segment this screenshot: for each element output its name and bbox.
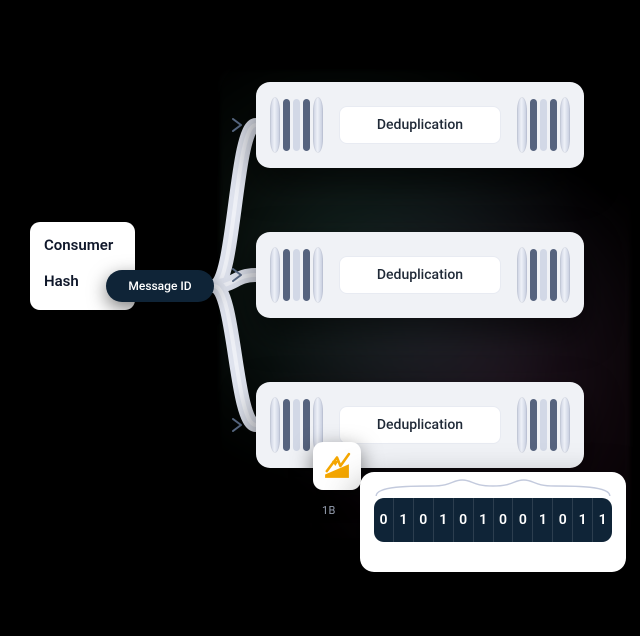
bit-cell: 1 <box>434 498 454 542</box>
dedup-label: Deduplication <box>339 406 501 444</box>
dedup-node: Deduplication <box>256 82 584 168</box>
barrel-icon <box>515 97 572 153</box>
bit-cell: 0 <box>494 498 514 542</box>
bit-cell: 1 <box>474 498 494 542</box>
bits-panel: 010101001011 <box>360 472 626 572</box>
bit-cell: 1 <box>593 498 612 542</box>
bit-cell: 1 <box>573 498 593 542</box>
source-line-consumer: Consumer <box>44 236 121 254</box>
dedup-node: Deduplication <box>256 382 584 468</box>
barrel-icon <box>268 247 325 303</box>
bit-cell: 0 <box>454 498 474 542</box>
message-id-label: Message ID <box>128 279 191 293</box>
dedup-label: Deduplication <box>339 256 501 294</box>
spark-logo-card <box>313 442 361 490</box>
barrel-icon <box>515 247 572 303</box>
dedup-node: Deduplication <box>256 232 584 318</box>
bit-cell: 0 <box>374 498 394 542</box>
bits-braces-icon <box>370 478 616 500</box>
diagram-canvas: { "canvas": { "w": 640, "h": 636, "bg": … <box>0 0 640 636</box>
bit-cell: 0 <box>553 498 573 542</box>
barrel-icon <box>515 397 572 453</box>
message-id-pill: Message ID <box>106 270 214 302</box>
bit-cell: 1 <box>533 498 553 542</box>
bit-cell: 0 <box>513 498 533 542</box>
spark-icon <box>320 449 354 483</box>
dedup-label: Deduplication <box>339 106 501 144</box>
barrel-icon <box>268 97 325 153</box>
bit-cell: 0 <box>414 498 434 542</box>
bit-cell: 1 <box>394 498 414 542</box>
byte-size-label: 1B <box>322 504 336 517</box>
bits-row: 010101001011 <box>374 498 612 542</box>
